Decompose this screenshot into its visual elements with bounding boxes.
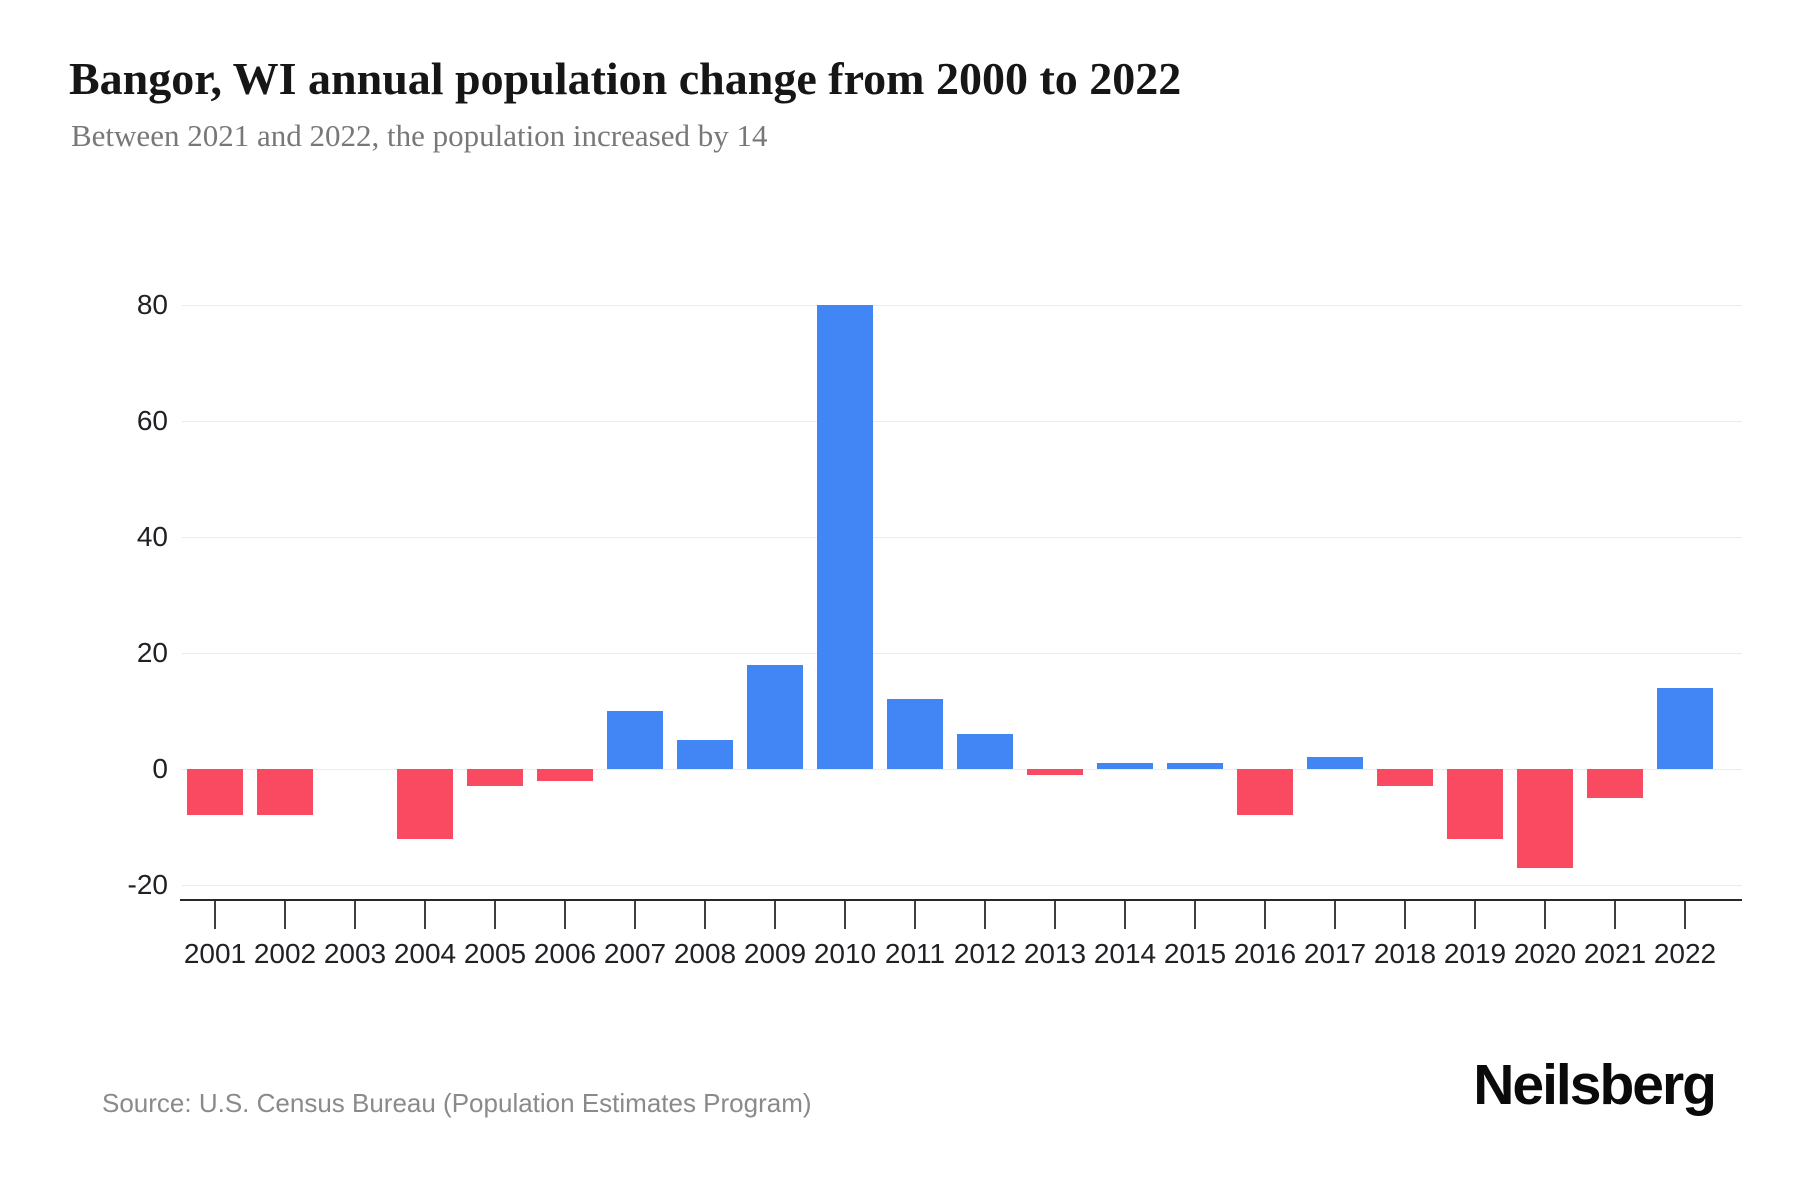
gridline-60 (182, 421, 1742, 422)
page-subtitle: Between 2021 and 2022, the population in… (71, 118, 768, 153)
source-note: Source: U.S. Census Bureau (Population E… (102, 1088, 812, 1118)
bar-2005[interactable] (467, 769, 523, 787)
x-axis-label-2009: 2009 (743, 938, 807, 969)
x-axis-line (180, 899, 1742, 901)
x-axis-label-2017: 2017 (1303, 938, 1367, 969)
bar-2012[interactable] (957, 734, 1013, 769)
x-tick-2011 (914, 901, 916, 929)
bar-2021[interactable] (1587, 769, 1643, 798)
gridline-80 (182, 305, 1742, 306)
bar-2008[interactable] (677, 740, 733, 769)
x-tick-2021 (1614, 901, 1616, 929)
x-axis-label-2012: 2012 (953, 938, 1017, 969)
x-axis-label-2019: 2019 (1443, 938, 1507, 969)
y-axis-label--20: -20 (127, 869, 168, 900)
y-axis-label-0: 0 (152, 753, 168, 784)
x-tick-2014 (1124, 901, 1126, 929)
bar-2006[interactable] (537, 769, 593, 781)
x-axis-label-2005: 2005 (463, 938, 527, 969)
neilsberg-logo[interactable]: Neilsberg (1473, 1053, 1717, 1117)
bar-2017[interactable] (1307, 757, 1363, 769)
x-axis-label-2018: 2018 (1373, 938, 1437, 969)
page-title: Bangor, WI annual population change from… (69, 53, 1182, 104)
x-tick-2020 (1544, 901, 1546, 929)
x-tick-2022 (1684, 901, 1686, 929)
x-tick-2003 (354, 901, 356, 929)
bar-2018[interactable] (1377, 769, 1433, 787)
bar-2013[interactable] (1027, 769, 1083, 775)
bar-2015[interactable] (1167, 763, 1223, 769)
y-axis-label-20: 20 (136, 637, 168, 668)
bar-2019[interactable] (1447, 769, 1503, 839)
x-tick-2018 (1404, 901, 1406, 929)
x-tick-2006 (564, 901, 566, 929)
y-axis-label-60: 60 (136, 405, 168, 436)
bar-2010[interactable] (817, 305, 873, 769)
x-tick-2010 (844, 901, 846, 929)
x-tick-2005 (494, 901, 496, 929)
bar-chart-plot-area (182, 290, 1742, 900)
x-tick-2019 (1474, 901, 1476, 929)
x-axis-label-2002: 2002 (253, 938, 317, 969)
bar-2002[interactable] (257, 769, 313, 816)
bar-2007[interactable] (607, 711, 663, 769)
x-tick-2013 (1054, 901, 1056, 929)
x-axis-label-2004: 2004 (393, 938, 457, 969)
x-axis-label-2022: 2022 (1653, 938, 1717, 969)
x-tick-2017 (1334, 901, 1336, 929)
x-axis-label-2011: 2011 (884, 938, 946, 969)
bar-2020[interactable] (1517, 769, 1573, 868)
x-axis-label-2015: 2015 (1163, 938, 1227, 969)
x-axis-label-2007: 2007 (603, 938, 667, 969)
x-axis-label-2006: 2006 (533, 938, 597, 969)
x-tick-2002 (284, 901, 286, 929)
x-tick-2015 (1194, 901, 1196, 929)
bar-2004[interactable] (397, 769, 453, 839)
y-axis-label-80: 80 (136, 289, 168, 320)
gridline-0 (182, 769, 1742, 770)
bar-2016[interactable] (1237, 769, 1293, 816)
x-tick-2012 (984, 901, 986, 929)
x-axis-label-2016: 2016 (1233, 938, 1297, 969)
x-tick-2009 (774, 901, 776, 929)
x-axis-label-2013: 2013 (1023, 938, 1087, 969)
x-tick-2007 (634, 901, 636, 929)
gridline--20 (182, 885, 1742, 886)
bar-2014[interactable] (1097, 763, 1153, 769)
x-tick-2008 (704, 901, 706, 929)
gridline-20 (182, 653, 1742, 654)
x-axis-label-2010: 2010 (813, 938, 877, 969)
bar-2009[interactable] (747, 664, 803, 769)
x-axis-label-2014: 2014 (1093, 938, 1157, 969)
x-axis-label-2001: 2001 (183, 938, 247, 969)
gridline-40 (182, 537, 1742, 538)
x-axis-label-2021: 2021 (1583, 938, 1647, 969)
x-axis-label-2020: 2020 (1513, 938, 1577, 969)
bar-2001[interactable] (187, 769, 243, 816)
x-tick-2001 (214, 901, 216, 929)
bar-2022[interactable] (1657, 687, 1713, 769)
bar-2011[interactable] (887, 699, 943, 769)
x-tick-2004 (424, 901, 426, 929)
x-axis-label-2003: 2003 (323, 938, 387, 969)
x-axis-label-2008: 2008 (673, 938, 737, 969)
y-axis-label-40: 40 (136, 521, 168, 552)
x-tick-2016 (1264, 901, 1266, 929)
